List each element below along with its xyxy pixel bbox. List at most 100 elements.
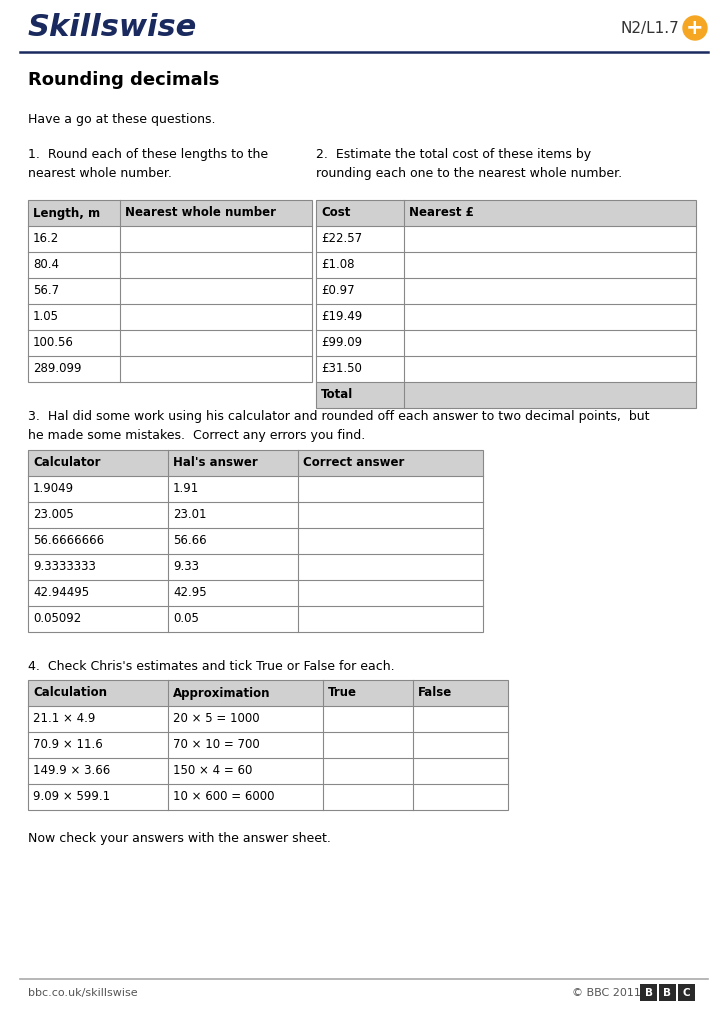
Bar: [323, 784, 413, 810]
Circle shape: [683, 16, 707, 40]
Text: 9.3333333: 9.3333333: [33, 561, 96, 573]
Text: 70.9 × 11.6: 70.9 × 11.6: [33, 738, 103, 752]
Bar: [168, 758, 323, 784]
Bar: [168, 732, 323, 758]
Text: 10 × 600 = 6000: 10 × 600 = 6000: [173, 791, 274, 803]
Text: N2/L1.7: N2/L1.7: [620, 21, 678, 35]
Text: £0.97: £0.97: [321, 285, 355, 298]
Text: © BBC 2011: © BBC 2011: [572, 988, 641, 998]
Bar: [404, 356, 696, 383]
Text: Nearest whole number: Nearest whole number: [125, 206, 276, 220]
Text: £99.09: £99.09: [321, 336, 362, 350]
Bar: [28, 200, 312, 383]
Text: 1.91: 1.91: [173, 483, 199, 496]
Text: 0.05092: 0.05092: [33, 612, 82, 626]
Bar: [678, 984, 695, 1001]
Text: 0.05: 0.05: [173, 612, 199, 626]
Text: 1.05: 1.05: [33, 310, 59, 324]
Bar: [28, 606, 168, 632]
Text: 42.94495: 42.94495: [33, 587, 89, 599]
Text: £1.08: £1.08: [321, 259, 355, 271]
Bar: [413, 784, 508, 810]
Text: +: +: [687, 18, 704, 38]
Text: 56.7: 56.7: [33, 285, 59, 298]
Bar: [28, 554, 168, 580]
Bar: [298, 606, 483, 632]
Bar: [28, 278, 120, 304]
Text: C: C: [683, 988, 690, 998]
Text: 150 × 4 = 60: 150 × 4 = 60: [173, 765, 253, 777]
Bar: [168, 680, 323, 706]
Text: 4.  Check Chris's estimates and tick True or False for each.: 4. Check Chris's estimates and tick True…: [28, 660, 395, 673]
Bar: [120, 330, 312, 356]
Bar: [28, 200, 120, 226]
Text: B: B: [663, 988, 671, 998]
Bar: [323, 706, 413, 732]
Text: 80.4: 80.4: [33, 259, 59, 271]
Bar: [316, 330, 404, 356]
Bar: [28, 450, 483, 632]
Text: Nearest £: Nearest £: [409, 206, 474, 220]
Bar: [316, 226, 404, 252]
Text: 20 × 5 = 1000: 20 × 5 = 1000: [173, 712, 260, 726]
Text: 2.  Estimate the total cost of these items by
rounding each one to the nearest w: 2. Estimate the total cost of these item…: [316, 148, 622, 180]
Text: 56.6666666: 56.6666666: [33, 534, 104, 547]
Bar: [413, 706, 508, 732]
Bar: [316, 383, 404, 408]
Bar: [168, 450, 298, 476]
Bar: [404, 330, 696, 356]
Text: 1.9049: 1.9049: [33, 483, 74, 496]
Text: Hal's answer: Hal's answer: [173, 457, 258, 469]
Text: 23.01: 23.01: [173, 508, 207, 522]
Bar: [640, 984, 657, 1001]
Text: B: B: [644, 988, 652, 998]
Text: bbc.co.uk/skillswise: bbc.co.uk/skillswise: [28, 988, 138, 998]
Bar: [323, 732, 413, 758]
Text: Have a go at these questions.: Have a go at these questions.: [28, 113, 215, 127]
Bar: [298, 450, 483, 476]
Bar: [316, 304, 404, 330]
Bar: [404, 252, 696, 278]
Text: Correct answer: Correct answer: [303, 457, 404, 469]
Text: Calculation: Calculation: [33, 687, 107, 699]
Bar: [28, 680, 508, 810]
Text: 56.66: 56.66: [173, 534, 207, 547]
Text: 21.1 × 4.9: 21.1 × 4.9: [33, 712, 95, 726]
Bar: [404, 200, 696, 226]
Bar: [120, 304, 312, 330]
Bar: [168, 502, 298, 528]
Text: Calculator: Calculator: [33, 457, 100, 469]
Text: 9.09 × 599.1: 9.09 × 599.1: [33, 791, 110, 803]
Text: £22.57: £22.57: [321, 233, 362, 245]
Bar: [316, 278, 404, 304]
Text: Length, m: Length, m: [33, 206, 100, 220]
Bar: [659, 984, 676, 1001]
Bar: [316, 252, 404, 278]
Text: £31.50: £31.50: [321, 363, 362, 375]
Bar: [28, 476, 168, 502]
Bar: [168, 476, 298, 502]
Bar: [28, 680, 168, 706]
Bar: [28, 252, 120, 278]
Bar: [28, 706, 168, 732]
Text: 149.9 × 3.66: 149.9 × 3.66: [33, 765, 110, 777]
Text: Approximation: Approximation: [173, 687, 271, 699]
Bar: [413, 732, 508, 758]
Bar: [28, 450, 168, 476]
Text: £19.49: £19.49: [321, 310, 363, 324]
Bar: [298, 554, 483, 580]
Bar: [120, 252, 312, 278]
Bar: [28, 732, 168, 758]
Text: Skillswise: Skillswise: [28, 13, 197, 42]
Bar: [298, 502, 483, 528]
Bar: [168, 554, 298, 580]
Bar: [323, 680, 413, 706]
Text: 42.95: 42.95: [173, 587, 207, 599]
Bar: [404, 278, 696, 304]
Bar: [28, 356, 120, 383]
Text: 16.2: 16.2: [33, 233, 59, 245]
Text: True: True: [328, 687, 357, 699]
Bar: [168, 706, 323, 732]
Bar: [120, 200, 312, 226]
Bar: [404, 226, 696, 252]
